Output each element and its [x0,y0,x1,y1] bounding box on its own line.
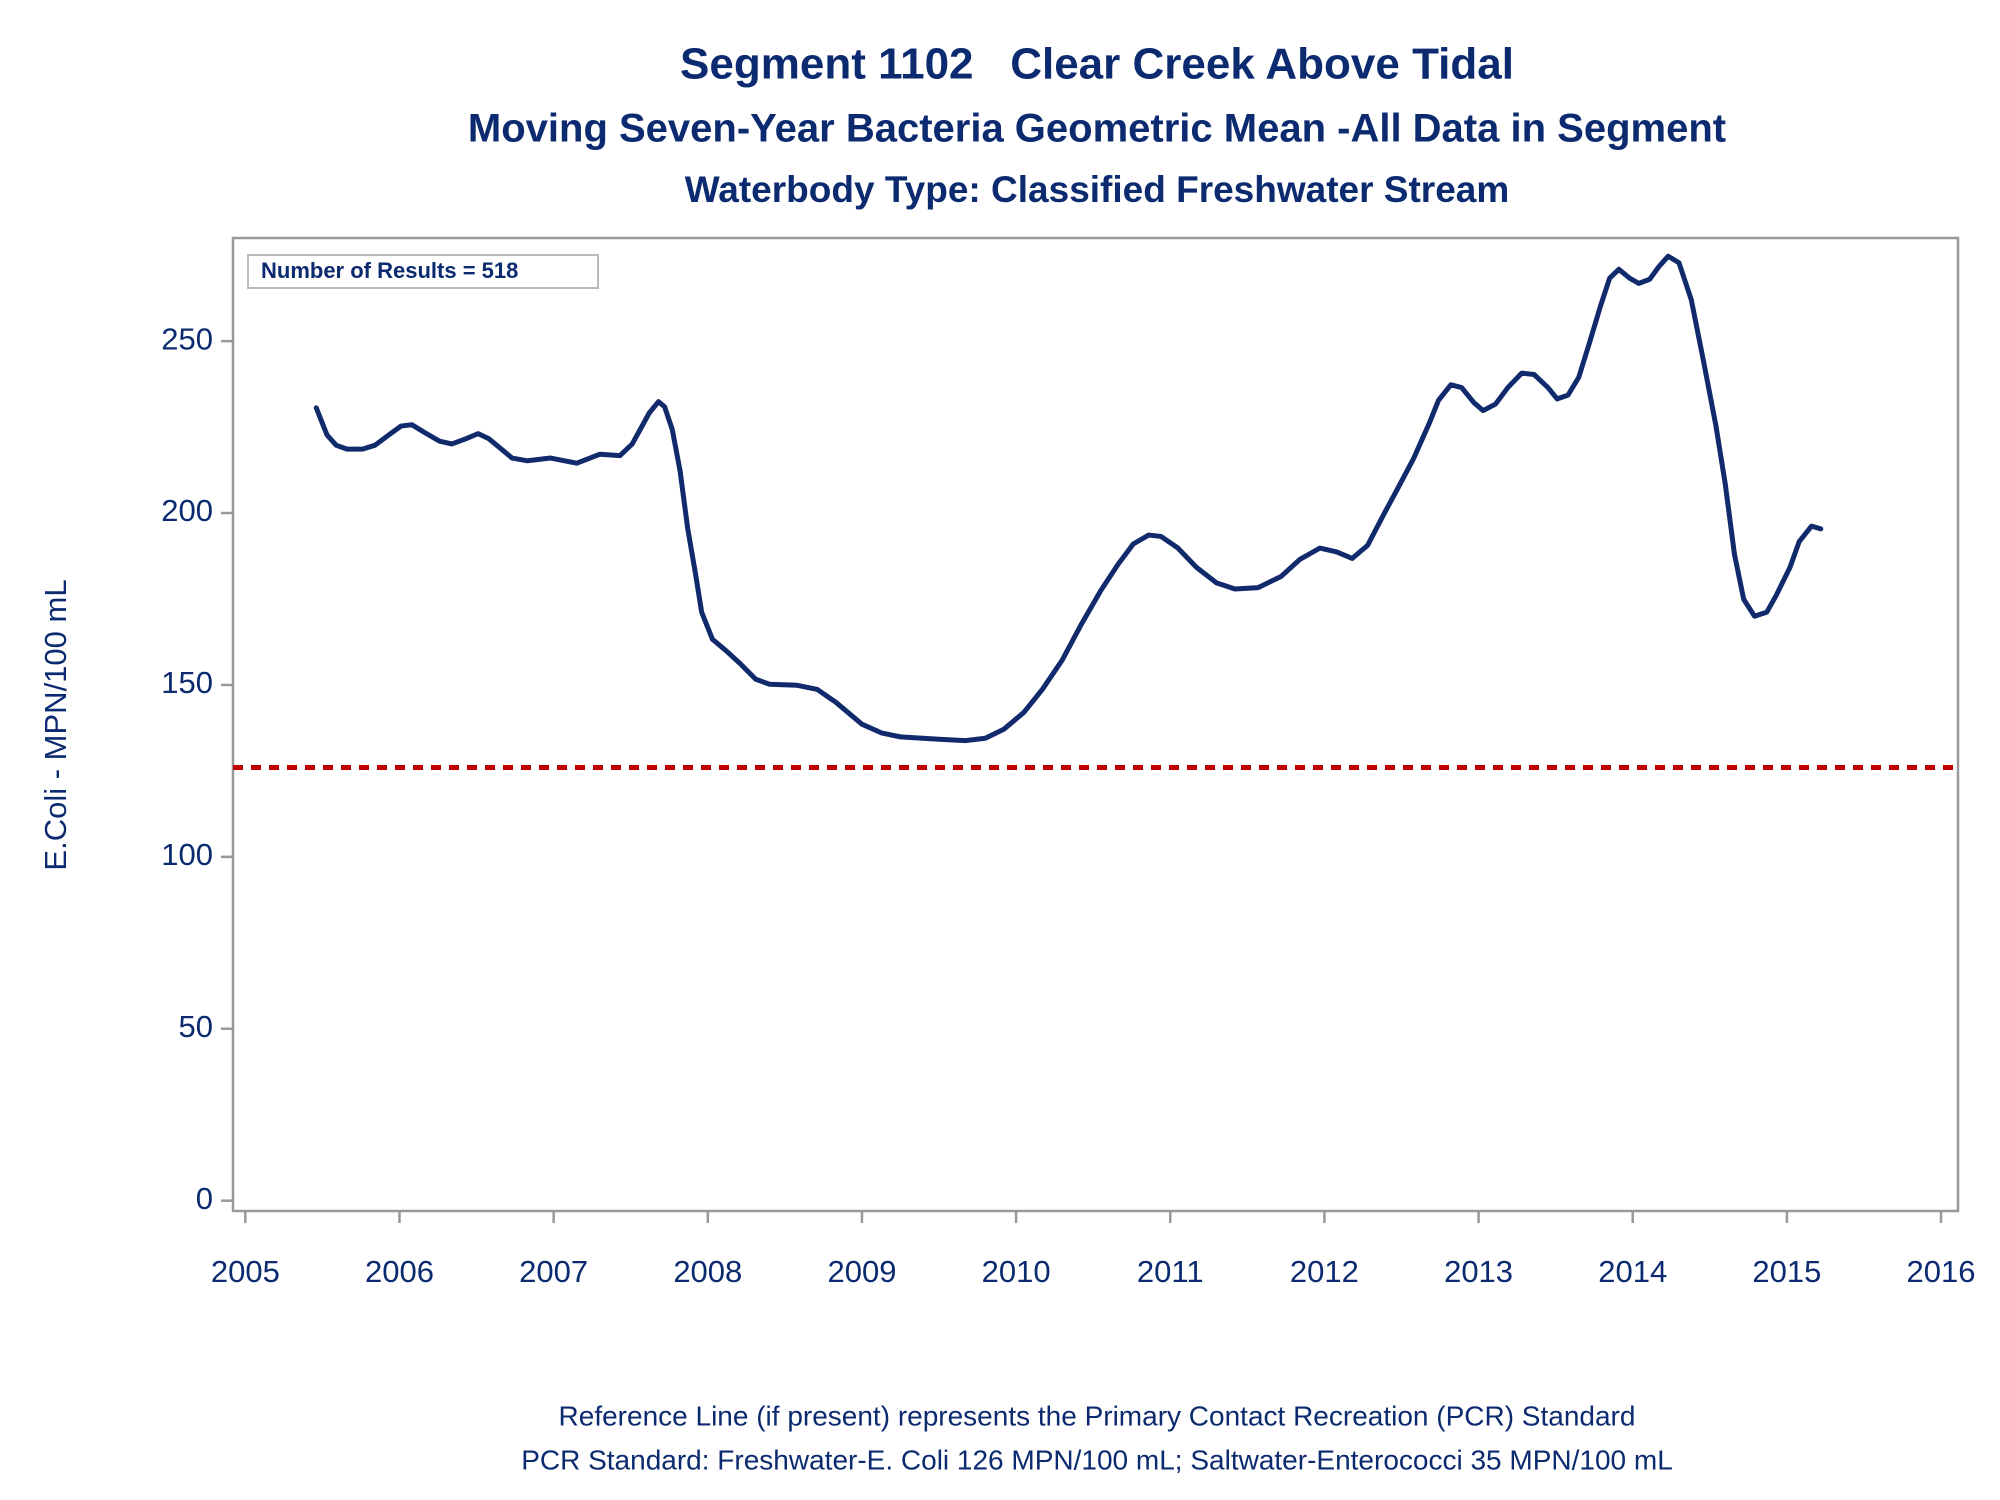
chart-subtitle: Waterbody Type: Classified Freshwater St… [685,169,1510,210]
annotation: Number of Results = 518 [261,258,518,283]
x-tick-label: 2007 [519,1254,588,1289]
x-tick-label: 2012 [1290,1254,1359,1289]
y-tick-label: 250 [161,321,213,356]
footnote: PCR Standard: Freshwater-E. Coli 126 MPN… [521,1444,1673,1475]
chart-subtitle: Moving Seven-Year Bacteria Geometric Mea… [468,107,1726,151]
annotation-box [247,254,599,289]
y-axis-label: E.Coli - MPN/100 mL [38,579,73,870]
x-tick-label: 2011 [1137,1254,1204,1289]
x-tick-label: 2005 [211,1254,280,1289]
data-line [313,253,1824,744]
x-tick-label: 2013 [1444,1254,1513,1289]
y-tick-label: 200 [161,493,213,528]
x-tick-label: 2008 [673,1254,742,1289]
y-tick-label: 0 [196,1181,213,1216]
x-tick-label: 2015 [1752,1254,1821,1289]
x-tick-label: 2014 [1598,1254,1667,1289]
footnote: Reference Line (if present) represents t… [559,1400,1636,1431]
x-tick-label: 2010 [982,1254,1051,1289]
y-tick-label: 150 [161,665,213,700]
chart-title: Segment 1102 Clear Creek Above Tidal [680,40,1514,89]
x-tick-label: 2006 [365,1254,434,1289]
x-tick-label: 2016 [1907,1254,1976,1289]
y-tick-label: 100 [161,837,213,872]
x-tick-label: 2009 [827,1254,896,1289]
plot-frame [231,236,1960,1213]
y-tick-label: 50 [179,1009,213,1044]
